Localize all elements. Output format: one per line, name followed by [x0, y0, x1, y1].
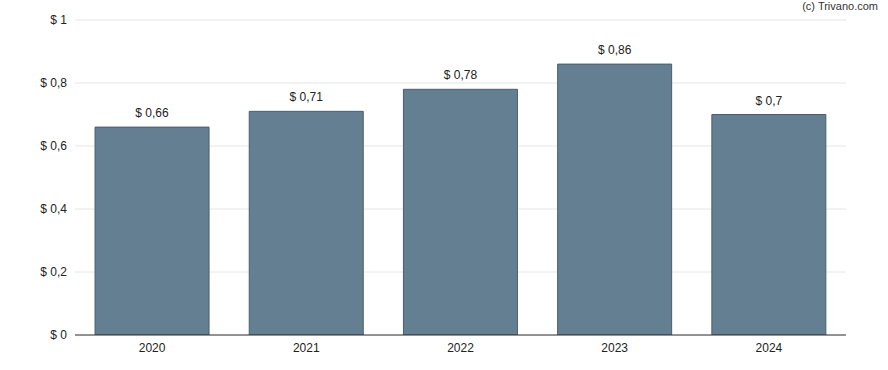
svg-text:$ 0,4: $ 0,4 [40, 202, 67, 216]
svg-text:$ 0,8: $ 0,8 [40, 76, 67, 90]
svg-text:$ 0,7: $ 0,7 [755, 94, 782, 108]
html-text:(c) Trivano.com: (c) Trivano.com [802, 0, 878, 12]
svg-text:$ 0: $ 0 [50, 328, 67, 342]
svg-text:$ 0,86: $ 0,86 [598, 43, 632, 57]
svg-text:2021: 2021 [293, 341, 320, 355]
svg-text:$ 0,71: $ 0,71 [290, 90, 324, 104]
svg-text:2024: 2024 [756, 341, 783, 355]
svg-text:2023: 2023 [601, 341, 628, 355]
svg-text:2020: 2020 [139, 341, 166, 355]
svg-text:$ 1: $ 1 [50, 13, 67, 27]
svg-text:$ 0,66: $ 0,66 [135, 106, 169, 120]
svg-text:$ 0,6: $ 0,6 [40, 139, 67, 153]
svg-text:2022: 2022 [447, 341, 474, 355]
svg-text:$ 0,78: $ 0,78 [444, 68, 478, 82]
svg-text:$ 0,2: $ 0,2 [40, 265, 67, 279]
